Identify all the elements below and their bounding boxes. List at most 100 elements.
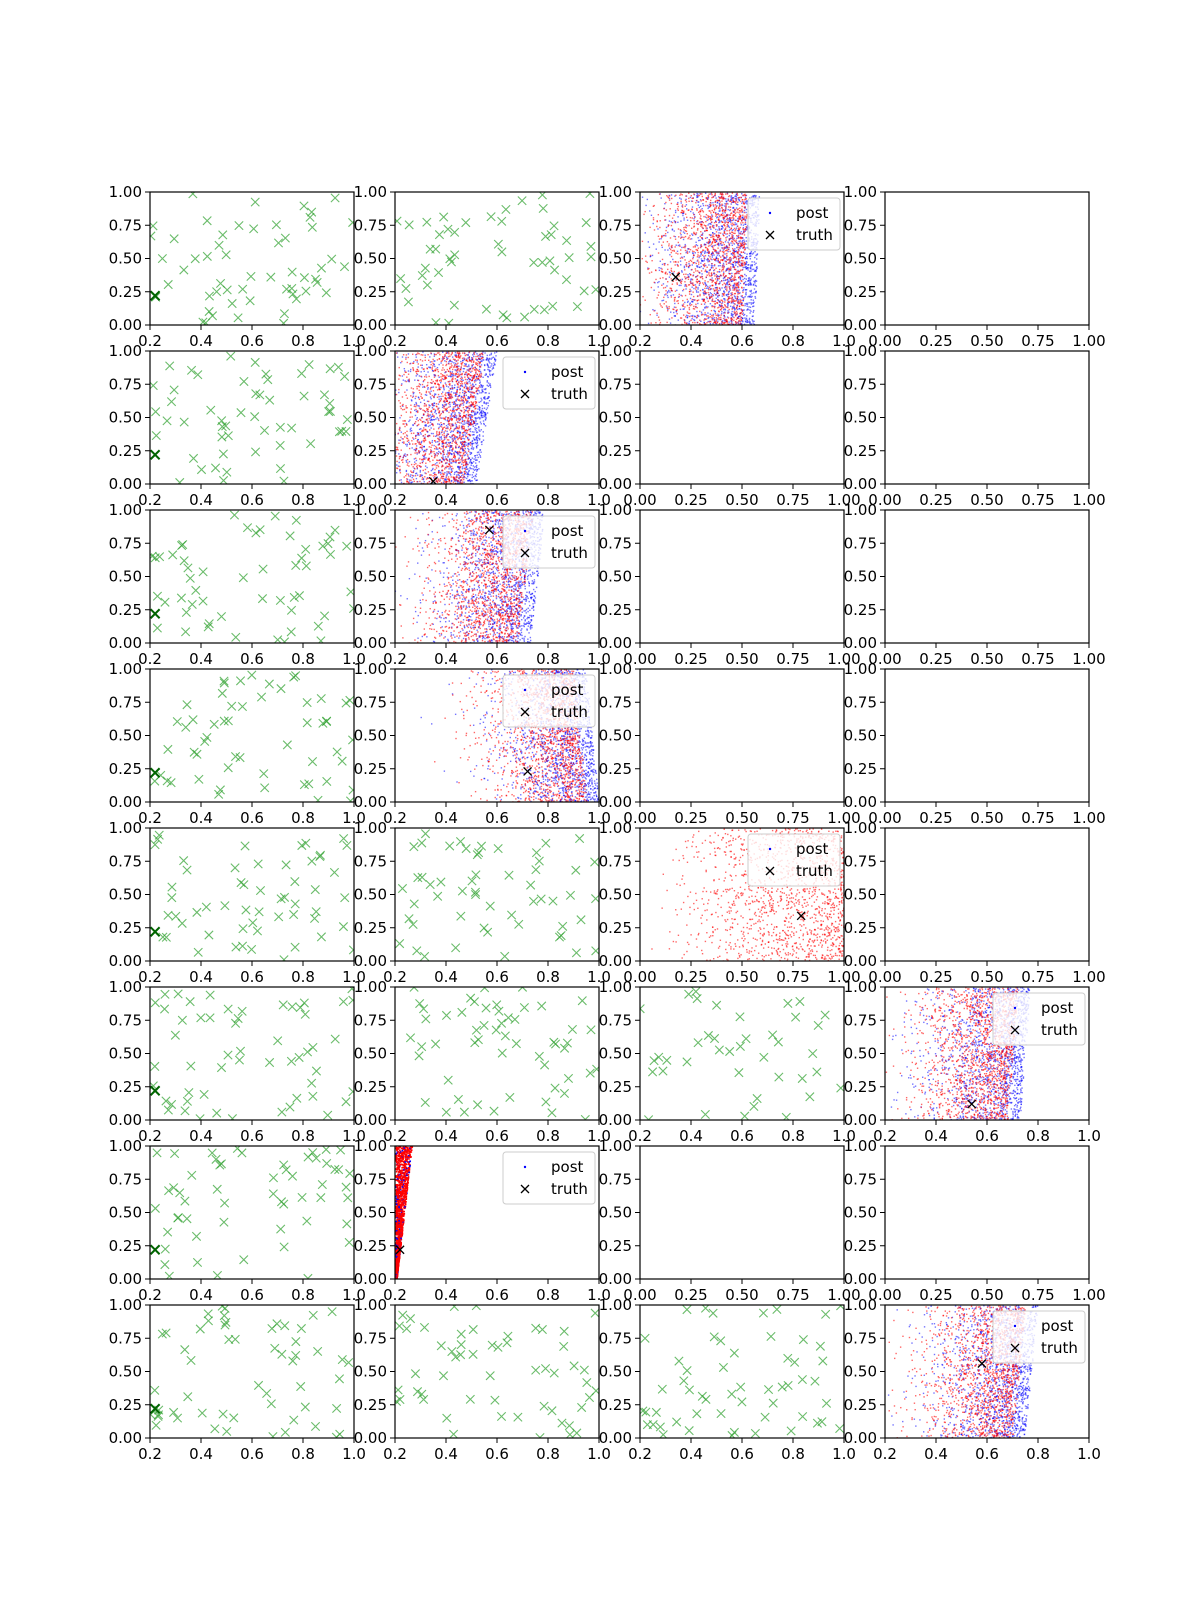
post-point (451, 423, 454, 425)
x-tick-label: 0.8 (536, 332, 560, 350)
post-point (718, 268, 721, 271)
post-point (741, 200, 744, 203)
post-point (466, 401, 468, 404)
post-point (450, 391, 453, 393)
post-point (723, 235, 725, 237)
post-point (690, 315, 692, 317)
post-point (472, 423, 474, 425)
sample-marker (562, 235, 572, 246)
post-point (460, 360, 462, 363)
post-point (755, 262, 757, 264)
post-point (442, 364, 444, 366)
post-point (690, 293, 693, 296)
post-point (725, 245, 728, 248)
post-point (719, 228, 721, 230)
post-point (745, 229, 747, 231)
post-point (444, 456, 447, 458)
post-point (740, 323, 742, 325)
post-point (738, 210, 741, 212)
post-point (475, 475, 477, 478)
post-point (412, 466, 414, 468)
post-point (683, 265, 686, 268)
x-tick-label: 0.2 (628, 332, 652, 350)
post-point (667, 308, 669, 311)
post-point (673, 230, 675, 232)
post-point (713, 235, 715, 238)
post-point (699, 235, 701, 238)
post-point (440, 386, 442, 389)
post-point (668, 276, 671, 278)
post-point (438, 471, 440, 473)
post-point (686, 251, 689, 253)
post-point (742, 194, 744, 197)
post-point (739, 278, 742, 281)
post-point (454, 362, 457, 365)
post-point (712, 294, 715, 297)
post-point (708, 206, 710, 208)
post-point (662, 283, 665, 285)
post-point (725, 318, 728, 321)
post-point (723, 286, 726, 289)
post-point (475, 380, 477, 382)
post-point (741, 302, 743, 304)
post-point (723, 224, 725, 226)
post-point (721, 322, 724, 324)
post-point (691, 250, 694, 252)
post-point (728, 242, 730, 245)
post-point (444, 360, 446, 362)
post-point (709, 215, 711, 218)
post-point (708, 260, 711, 263)
post-point (731, 293, 734, 296)
post-point (711, 254, 714, 257)
post-point (451, 415, 453, 418)
post-point (711, 240, 714, 243)
post-point (458, 476, 460, 479)
post-point (656, 312, 658, 315)
post-point (714, 311, 717, 313)
sample-marker (422, 280, 432, 290)
post-point (668, 224, 670, 226)
post-point (481, 409, 483, 412)
post-point (721, 200, 723, 202)
post-point (685, 208, 688, 210)
post-point (734, 308, 736, 310)
post-point (729, 195, 731, 197)
post-point (722, 212, 724, 214)
post-point (721, 255, 724, 257)
sample-marker (545, 256, 555, 266)
post-point (742, 278, 744, 281)
post-point (750, 296, 752, 298)
post-point (720, 314, 722, 316)
post-point (682, 288, 685, 291)
post-point (669, 287, 671, 289)
post-point (449, 419, 451, 421)
post-point (741, 256, 743, 259)
post-point (727, 277, 729, 279)
post-point (469, 424, 471, 426)
post-point (441, 429, 443, 431)
post-point (738, 258, 740, 260)
post-point (456, 418, 458, 420)
post-point (415, 402, 418, 405)
post-point (443, 405, 446, 408)
post-point (719, 208, 721, 210)
post-point (744, 320, 747, 322)
post-point (463, 467, 465, 469)
post-point (744, 195, 746, 197)
post-point (476, 459, 478, 461)
post-point (733, 286, 736, 288)
post-point (721, 221, 723, 223)
post-point (740, 251, 742, 253)
post-point (450, 436, 452, 439)
post-point (491, 357, 493, 359)
post-point (670, 287, 673, 290)
post-point (735, 322, 738, 324)
post-point (421, 462, 424, 464)
post-point (445, 356, 448, 358)
post-point (693, 254, 695, 257)
post-point (477, 389, 479, 392)
post-point (731, 308, 733, 310)
post-point (462, 402, 465, 404)
post-point (692, 299, 695, 301)
post-point (734, 296, 736, 298)
